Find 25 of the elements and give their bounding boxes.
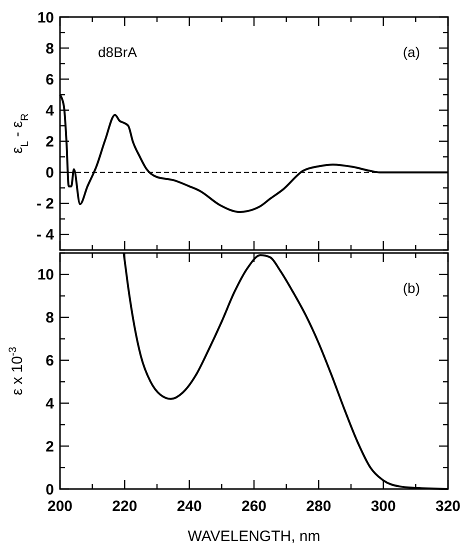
y-tick-label: 6	[46, 352, 54, 370]
x-tick-label: 320	[435, 498, 461, 515]
y-tick-label: 6	[46, 71, 54, 88]
x-tick-label: 300	[370, 498, 396, 515]
annotation: (b)	[402, 280, 420, 296]
x-axis-title: WAVELENGTH, nm	[188, 528, 320, 545]
y-tick-label: 4	[46, 102, 55, 120]
y-tick-label: 4	[46, 395, 55, 412]
y-tick-label: 0	[46, 481, 54, 498]
y-tick-label: 10	[37, 266, 54, 284]
x-tick-label: 220	[112, 498, 138, 515]
annotation: d8BrA	[98, 44, 138, 60]
y-tick-label: 10	[37, 9, 54, 26]
x-tick-label: 260	[241, 498, 267, 515]
x-tick-label: 280	[306, 498, 332, 515]
y-tick-label: 2	[46, 134, 54, 151]
y-tick-label: 2	[46, 438, 54, 456]
y-tick-label: - 4	[36, 226, 55, 244]
x-tick-label: 240	[176, 498, 202, 515]
x-tick-label: 200	[47, 498, 73, 515]
annotation: (a)	[402, 44, 420, 60]
y-tick-label: - 2	[36, 196, 54, 213]
y-tick-label: 0	[46, 164, 54, 182]
y-tick-label: 8	[46, 40, 54, 58]
y-tick-label: 8	[46, 310, 54, 327]
